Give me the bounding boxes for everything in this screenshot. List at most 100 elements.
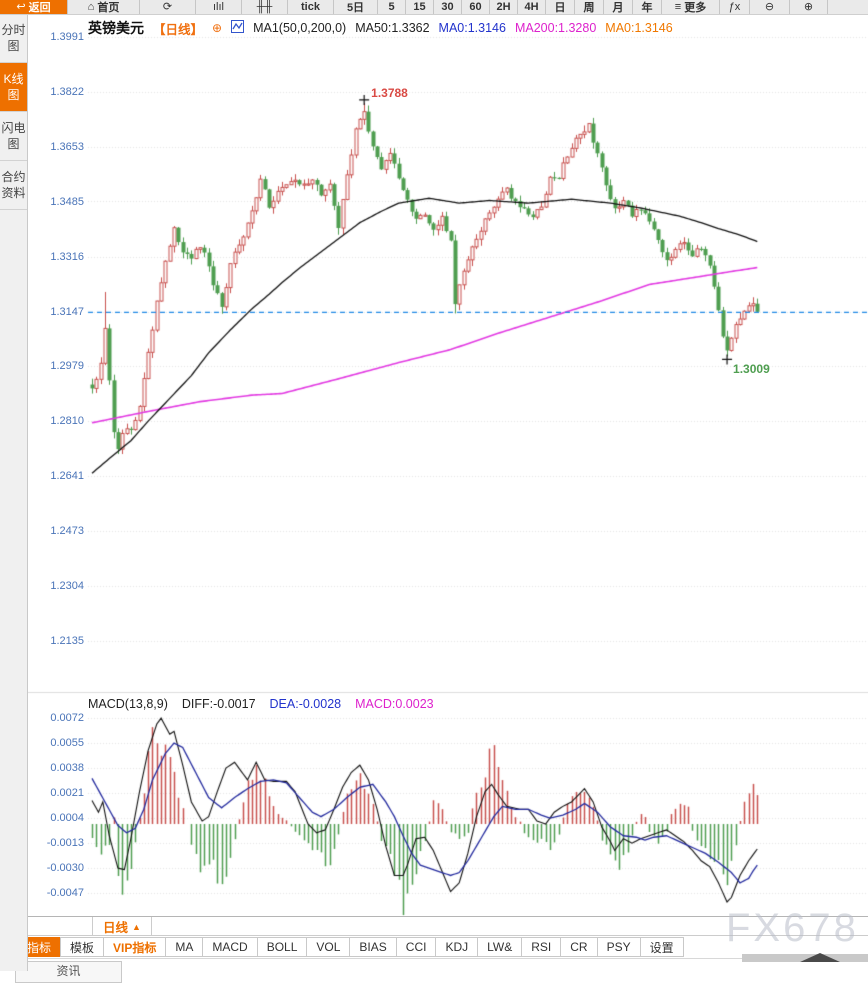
toolbar-button-more[interactable]: ≡ 更多	[662, 0, 720, 14]
tab-news[interactable]: 资讯	[15, 961, 122, 983]
toolbar-button-month[interactable]: 月	[604, 0, 633, 14]
left-sidebar: 分时图 K线图 闪电图 合约资料	[0, 14, 28, 971]
toolbar-label-more: 更多	[684, 2, 707, 14]
tab-vol[interactable]: VOL	[306, 937, 351, 957]
ma-line-icon[interactable]	[231, 20, 245, 36]
low-price-label: 1.3009	[733, 362, 770, 377]
scroll-up-arrow-icon[interactable]	[800, 953, 840, 962]
period-tag[interactable]: 【日线】	[153, 22, 204, 37]
toolbar-button-day[interactable]: 日	[546, 0, 575, 14]
ma-config: MA1(50,0,200,0)	[253, 21, 347, 35]
tab-indicator[interactable]: 指标	[17, 937, 62, 957]
top-toolbar: ↩ 返回 ⌂ 首页 ⟳ ılıl ╫╫ tick 5日 5 15 30 60 2H 4H 日周月年 ≡ 更多 ƒx ⊖…	[0, 0, 868, 15]
price-tick-label: 1.3316	[50, 250, 84, 263]
toolbar-button-year[interactable]: 年	[633, 0, 662, 14]
tab-vip-indicator[interactable]: VIP指标	[103, 937, 167, 957]
tab-settings[interactable]: 设置	[639, 937, 684, 957]
refresh-icon: ⟳	[162, 1, 173, 13]
ma200-value: MA200:1.3280	[514, 21, 597, 35]
toolbar-button-back[interactable]: ↩ 返回	[0, 0, 68, 14]
symbol-name: 英镑美元	[88, 20, 144, 36]
formula-icon: ƒx	[728, 1, 741, 13]
back-icon: ↩	[16, 1, 26, 13]
toolbar-button-week[interactable]: 周	[575, 0, 604, 14]
toolbar-button-m5[interactable]: 5	[378, 0, 406, 14]
add-compare-icon[interactable]: ⊕	[212, 21, 223, 35]
tab-bias[interactable]: BIAS	[349, 937, 397, 957]
tab-rsi[interactable]: RSI	[521, 937, 562, 957]
toolbar-label-back: 返回	[28, 2, 51, 14]
toolbar-button-candle-chart[interactable]: ╫╫	[242, 0, 288, 14]
toolbar-button-home[interactable]: ⌂ 首页	[68, 0, 140, 14]
macd-tick-label: 0.0004	[50, 812, 84, 825]
sidebar-item-contract-info[interactable]: 合约资料	[0, 161, 27, 210]
tab-kdj[interactable]: KDJ	[435, 937, 479, 957]
price-tick-label: 1.2135	[50, 634, 84, 647]
price-tick-label: 1.3822	[50, 85, 84, 98]
macd-dea-value: DEA:-0.0028	[269, 697, 342, 711]
toolbar-button-h4[interactable]: 4H	[518, 0, 546, 14]
toolbar-label-year: 年	[641, 2, 653, 14]
price-tick-label: 1.3485	[50, 195, 84, 208]
ma50-value: MA50:1.3362	[355, 21, 430, 35]
toolbar-label-m30: 30	[441, 1, 454, 13]
toolbar-button-m30[interactable]: 30	[434, 0, 462, 14]
tab-lwr[interactable]: LW&	[477, 937, 523, 957]
period-selector-label: 日线	[103, 921, 129, 935]
tab-cr[interactable]: CR	[560, 937, 598, 957]
toolbar-button-area-chart[interactable]: ılıl	[196, 0, 242, 14]
toolbar-label-day: 日	[554, 2, 566, 14]
tab-psy[interactable]: PSY	[596, 937, 641, 957]
toolbar-label-5d: 5日	[346, 2, 365, 14]
more-icon: ≡	[674, 1, 682, 13]
toolbar-label-month: 月	[612, 2, 624, 14]
macd-tick-label: 0.0021	[50, 787, 84, 800]
home-icon: ⌂	[87, 1, 95, 13]
period-selector[interactable]: 日线 ▲	[92, 917, 152, 936]
bottom-divider	[0, 958, 868, 959]
sidebar-item-time-chart[interactable]: 分时图	[0, 14, 27, 63]
period-selector-arrow-icon: ▲	[132, 921, 141, 932]
toolbar-label-m5: 5	[388, 1, 395, 13]
price-tick-label: 1.2473	[50, 524, 84, 537]
price-tick-label: 1.2641	[50, 470, 84, 483]
toolbar-button-refresh[interactable]: ⟳	[140, 0, 196, 14]
macd-header: MACD(13,8,9) DIFF:-0.0017 DEA:-0.0028 MA…	[88, 697, 434, 711]
sidebar-item-kline-chart[interactable]: K线图	[0, 63, 27, 112]
toolbar-button-zoom-in[interactable]: ⊕	[790, 0, 828, 14]
toolbar-button-5d[interactable]: 5日	[334, 0, 378, 14]
toolbar-button-tick[interactable]: tick	[288, 0, 334, 14]
toolbar-button-zoom-out[interactable]: ⊖	[750, 0, 790, 14]
tab-template[interactable]: 模板	[60, 937, 105, 957]
toolbar-label-h2: 2H	[496, 1, 511, 13]
toolbar-label-tick: tick	[301, 1, 320, 13]
macd-tick-label: -0.0047	[46, 887, 84, 900]
chart-header: 英镑美元 【日线】 ⊕ MA1(50,0,200,0) MA50:1.3362 …	[88, 20, 673, 37]
ma0-blue-value: MA0:1.3146	[438, 21, 506, 35]
toolbar-button-formula[interactable]: ƒx	[720, 0, 750, 14]
tab-cci[interactable]: CCI	[395, 937, 437, 957]
ma0-orange-value: MA0:1.3146	[605, 21, 673, 35]
macd-tick-label: 0.0072	[50, 712, 84, 725]
toolbar-button-m60[interactable]: 60	[462, 0, 490, 14]
candle-chart-icon: ╫╫	[256, 1, 273, 13]
toolbar-button-h2[interactable]: 2H	[490, 0, 518, 14]
toolbar-button-m15[interactable]: 15	[406, 0, 434, 14]
tab-ma[interactable]: MA	[165, 937, 204, 957]
macd-tick-label: -0.0030	[46, 862, 84, 875]
macd-value: MACD:0.0023	[355, 697, 434, 711]
toolbar-label-m60: 60	[469, 1, 482, 13]
macd-diff-value: DIFF:-0.0017	[181, 697, 256, 711]
price-tick-label: 1.3991	[50, 30, 84, 43]
high-price-label: 1.3788	[371, 85, 408, 100]
tab-boll[interactable]: BOLL	[256, 937, 308, 957]
price-tick-label: 1.3147	[50, 305, 84, 318]
zoom-in-icon: ⊕	[803, 1, 814, 13]
macd-tick-label: 0.0038	[50, 762, 84, 775]
tab-macd[interactable]: MACD	[202, 937, 258, 957]
sidebar-item-lightning-chart[interactable]: 闪电图	[0, 112, 27, 161]
toolbar-label-h4: 4H	[524, 1, 539, 13]
toolbar-label-home: 首页	[97, 2, 120, 14]
